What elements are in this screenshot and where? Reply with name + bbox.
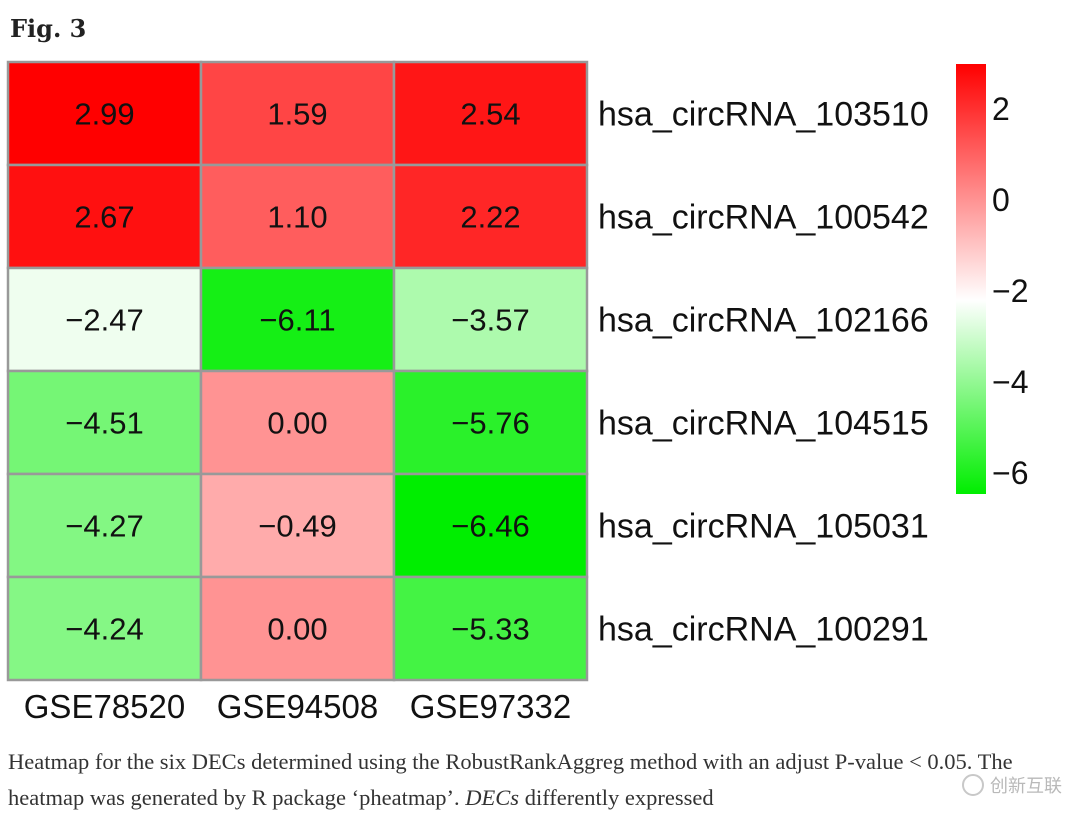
row-label: hsa_circRNA_105031: [598, 508, 929, 546]
cell-value-label: 2.22: [460, 200, 520, 235]
row-labels: hsa_circRNA_103510 hsa_circRNA_100542 hsa_…: [598, 96, 929, 649]
figure-label: Fig. 3: [10, 14, 87, 43]
column-label: GSE78520: [24, 688, 185, 725]
color-legend-bar: [956, 64, 986, 494]
colorbar-tick-label: 0: [992, 182, 1010, 218]
watermark-text: 创新互联: [990, 776, 1062, 797]
cell-value-label: −2.47: [65, 303, 143, 338]
colorbar-tick-label: −4: [992, 364, 1028, 400]
heatmap-cell: [199, 472, 396, 579]
cell-value-label: 2.67: [74, 200, 134, 235]
caption-term: DECs: [465, 785, 520, 810]
cell-value-label: −6.11: [259, 303, 335, 338]
heatmap-cell: [199, 60, 396, 167]
cell-value-label: −6.46: [451, 509, 529, 544]
cell-value-label: −4.51: [65, 406, 143, 441]
heatmap-cell: [6, 60, 203, 167]
cell-value-label: −0.49: [258, 509, 336, 544]
watermark: 创新互联: [962, 772, 1062, 798]
heatmap-cell: [199, 575, 396, 682]
color-legend: 2 0 −2 −4 −6: [956, 64, 1028, 494]
heatmap-chart: 2.99 1.59 2.54 2.67 1.10 2.22 −2.47 −6.11 −3.57 −…: [6, 60, 1028, 725]
heatmap-cell: [6, 369, 203, 476]
cell-value-label: 1.59: [267, 97, 327, 132]
row-label: hsa_circRNA_100542: [598, 199, 929, 237]
cell-value-label: 0.00: [267, 406, 327, 441]
row-label: hsa_circRNA_104515: [598, 405, 929, 443]
colorbar-tick-label: 2: [992, 91, 1010, 127]
cell-value-label: 1.10: [267, 200, 327, 235]
heatmap-cell: [392, 60, 589, 167]
colorbar-tick-label: −6: [992, 455, 1028, 491]
logo-icon: [962, 774, 984, 796]
heatmap-cell: [392, 266, 589, 373]
cell-value-label: −4.24: [65, 612, 143, 647]
heatmap-cell: [392, 575, 589, 682]
caption-text: Heatmap for the six DECs determined usin…: [8, 749, 1013, 810]
cell-value-label: −5.76: [451, 406, 529, 441]
row-label: hsa_circRNA_103510: [598, 96, 929, 134]
row-label: hsa_circRNA_102166: [598, 302, 929, 340]
heatmap-cell: [199, 266, 396, 373]
colorbar-tick-label: −2: [992, 273, 1028, 309]
heatmap-cell: [392, 369, 589, 476]
heatmap-cell: [392, 472, 589, 579]
heatmap-cell: [6, 575, 203, 682]
row-label: hsa_circRNA_100291: [598, 611, 929, 649]
cell-value-label: 2.54: [460, 97, 520, 132]
column-label: GSE94508: [217, 688, 378, 725]
figure-caption: Heatmap for the six DECs determined usin…: [8, 744, 1068, 816]
heatmap-cell: [6, 472, 203, 579]
cell-value-label: −3.57: [451, 303, 529, 338]
cell-value-label: 2.99: [74, 97, 134, 132]
column-labels: GSE78520 GSE94508 GSE97332: [24, 688, 571, 725]
cell-value-label: −5.33: [451, 612, 529, 647]
heatmap-cells: 2.99 1.59 2.54 2.67 1.10 2.22 −2.47 −6.11 −3.57 −…: [6, 60, 589, 682]
cell-value-label: 0.00: [267, 612, 327, 647]
caption-text-end: differently expressed: [519, 785, 714, 810]
cell-value-label: −4.27: [65, 509, 143, 544]
column-label: GSE97332: [410, 688, 571, 725]
